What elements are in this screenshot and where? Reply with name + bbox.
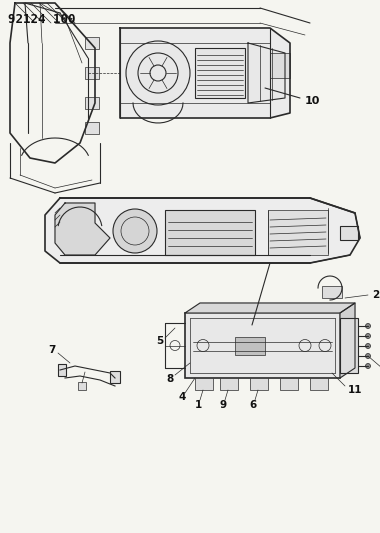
Text: 7: 7 <box>48 345 56 355</box>
Circle shape <box>366 353 370 359</box>
Text: 2: 2 <box>372 290 379 300</box>
Text: 4: 4 <box>178 392 186 402</box>
Text: 5: 5 <box>157 336 164 346</box>
Text: 6: 6 <box>249 400 256 410</box>
Bar <box>195 378 213 390</box>
Polygon shape <box>340 303 355 378</box>
Bar <box>340 318 358 373</box>
Circle shape <box>113 209 157 253</box>
Bar <box>85 122 99 134</box>
Circle shape <box>126 41 190 105</box>
Bar <box>185 313 340 378</box>
Circle shape <box>366 343 370 349</box>
Bar <box>280 378 298 390</box>
Circle shape <box>366 334 370 338</box>
Polygon shape <box>55 203 110 255</box>
Bar <box>310 378 328 390</box>
Bar <box>195 48 245 98</box>
Bar <box>250 378 268 390</box>
Polygon shape <box>248 43 285 103</box>
Bar <box>268 210 328 255</box>
Bar <box>340 226 358 240</box>
Bar <box>165 210 255 255</box>
Bar <box>58 364 66 376</box>
Text: 8: 8 <box>166 374 174 384</box>
Text: 11: 11 <box>348 385 363 395</box>
Bar <box>270 53 290 78</box>
Circle shape <box>366 324 370 328</box>
Text: 1: 1 <box>195 400 202 410</box>
Polygon shape <box>45 198 360 263</box>
Circle shape <box>366 364 370 368</box>
Bar <box>322 286 342 298</box>
Text: 9: 9 <box>219 400 226 410</box>
Polygon shape <box>185 303 355 313</box>
Bar <box>85 97 99 109</box>
Bar <box>78 382 86 390</box>
Bar <box>110 371 120 383</box>
Bar <box>85 67 99 79</box>
Text: 92124 100: 92124 100 <box>8 13 76 26</box>
Bar <box>85 37 99 49</box>
Bar <box>235 337 265 356</box>
Bar <box>220 378 238 390</box>
Polygon shape <box>120 28 290 118</box>
Text: 10: 10 <box>305 96 320 106</box>
